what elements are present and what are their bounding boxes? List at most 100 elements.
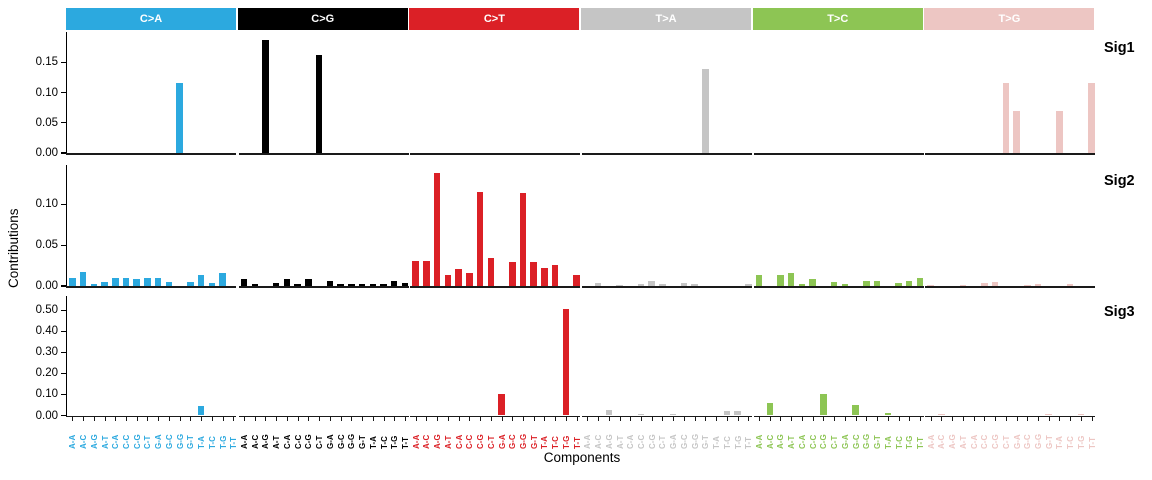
x-tick-T>A-G-A: [673, 417, 675, 421]
x-label-C>T-T-T: T-T: [572, 437, 582, 449]
x-axis-line-Sig3-C>G: [238, 415, 409, 417]
bar-Sig2-T>A-A-C: [594, 282, 602, 286]
y-tick-label-Sig3: 0.40: [35, 325, 58, 338]
x-label-C>A-C-G: C-G: [132, 434, 142, 449]
x-axis-line-Sig1-C>G: [238, 153, 409, 155]
x-axis-line-Sig1-T>G: [925, 153, 1096, 155]
x-tick-T>G-A-G: [952, 417, 954, 421]
x-label-T>A-C-C: C-C: [637, 434, 646, 449]
bar-Sig3-T>C-G-C: [852, 404, 859, 416]
x-label-T>G-G-A: G-A: [1012, 434, 1022, 449]
x-tick-C>G-C-T: [319, 417, 321, 421]
bar-Sig3-T>C-C-G: [820, 394, 827, 416]
x-label-T>C-G-C: G-C: [851, 434, 861, 449]
x-label-T>G-A-C: A-C: [937, 434, 947, 449]
mutation-type-band-C>T: C>T: [409, 8, 580, 30]
bar-Sig2-C>G-T-A: [369, 284, 377, 286]
y-tick-label-Sig3: 0.10: [35, 388, 58, 401]
y-tick-Sig3: [61, 372, 66, 374]
bar-Sig2-C>G-C-G: [305, 278, 312, 286]
x-tick-T>A-G-C: [683, 417, 685, 421]
x-tick-C>G-T-G: [394, 417, 396, 421]
bar-Sig1-T>G-T-T: [1088, 83, 1095, 153]
bar-Sig2-C>G-T-G: [390, 281, 398, 286]
x-tick-T>C-A-A: [759, 417, 761, 421]
x-tick-C>G-C-A: [286, 417, 288, 421]
x-label-T>C-G-G: G-G: [862, 433, 872, 449]
bar-Sig2-C>T-C-A: [455, 268, 462, 286]
x-tick-C>G-G-G: [351, 417, 353, 421]
x-tick-C>T-T-T: [576, 417, 578, 421]
x-label-T>C-T-A: T-A: [883, 436, 893, 449]
bar-Sig2-T>C-A-A: [755, 275, 763, 286]
x-axis-line-Sig2-T>C: [753, 286, 924, 288]
x-label-C>A-C-T: C-T: [143, 435, 153, 449]
x-tick-C>T-G-C: [512, 417, 514, 421]
x-label-C>A-T-G: T-G: [218, 435, 228, 449]
bar-Sig3-C>T-G-A: [498, 394, 505, 416]
bar-Sig2-C>T-G-C: [509, 262, 516, 286]
x-label-T>G-T-C: T-C: [1066, 436, 1076, 449]
bar-Sig3-T>G-T-G: [1077, 414, 1085, 416]
x-tick-C>A-A-G: [93, 417, 95, 421]
y-tick-Sig2: [61, 285, 66, 287]
bar-Sig1-C>G-A-G: [262, 39, 269, 153]
x-label-T>G-A-T: A-T: [958, 435, 968, 449]
x-label-T>A-A-T: A-T: [615, 435, 625, 449]
bar-Sig2-C>G-A-C: [251, 284, 258, 286]
bar-Sig2-T>A-C-T: [659, 284, 666, 286]
mutation-type-band-C>A: C>A: [66, 8, 237, 30]
x-tick-T>A-A-A: [587, 417, 589, 421]
x-tick-T>C-C-A: [801, 417, 803, 421]
x-tick-C>T-G-A: [501, 417, 503, 421]
x-tick-C>A-T-G: [222, 417, 224, 421]
signature-label-Sig3: Sig3: [1104, 304, 1135, 320]
y-tick-Sig1: [61, 152, 66, 154]
x-tick-T>A-C-T: [662, 417, 664, 421]
bar-Sig2-C>A-T-C: [208, 282, 216, 286]
x-tick-T>G-C-C: [984, 417, 986, 421]
x-tick-C>G-T-T: [404, 417, 406, 421]
x-axis-line-Sig2-C>A: [65, 286, 236, 288]
x-label-T>A-A-G: A-G: [604, 434, 614, 449]
bar-Sig2-C>A-G-T: [187, 281, 194, 286]
x-tick-T>G-T-C: [1070, 417, 1072, 421]
x-tick-C>G-T-C: [383, 417, 385, 421]
x-tick-T>A-T-G: [737, 417, 739, 421]
bar-Sig2-T>G-G-C: [1024, 285, 1031, 286]
signature-label-Sig1: Sig1: [1104, 40, 1135, 56]
bar-Sig2-T>A-G-G: [691, 284, 698, 286]
x-tick-T>A-A-T: [619, 417, 621, 421]
y-tick-Sig3: [61, 309, 66, 311]
x-tick-T>A-G-G: [694, 417, 696, 421]
y-axis-line-Sig3: [65, 296, 67, 417]
x-label-C>A-G-G: G-G: [175, 433, 185, 449]
x-tick-T>G-A-A: [930, 417, 932, 421]
x-label-C>A-G-C: G-C: [164, 434, 174, 449]
x-label-T>A-T-C: T-C: [722, 436, 732, 449]
x-axis-line-Sig1-T>C: [753, 153, 924, 155]
mutation-type-band-T>C: T>C: [752, 8, 923, 30]
x-tick-T>C-A-T: [791, 417, 793, 421]
bar-Sig2-C>G-C-A: [283, 279, 291, 286]
bar-Sig2-C>A-A-C: [79, 272, 87, 286]
y-tick-label-Sig3: 0.00: [35, 409, 58, 422]
x-label-C>G-G-G: G-G: [347, 433, 357, 449]
x-tick-C>A-G-C: [168, 417, 170, 421]
bar-Sig2-C>G-T-T: [401, 282, 409, 286]
x-axis-line-Sig3-C>T: [410, 415, 581, 417]
x-label-T>G-A-G: A-G: [948, 434, 958, 449]
x-label-C>G-C-G: C-G: [304, 434, 314, 449]
x-tick-C>T-A-C: [426, 417, 428, 421]
x-tick-C>G-A-C: [254, 417, 256, 421]
x-tick-T>G-G-G: [1037, 417, 1039, 421]
x-tick-C>T-A-T: [447, 417, 449, 421]
bar-Sig3-T>G-G-T: [1045, 414, 1052, 416]
y-tick-Sig1: [61, 61, 66, 63]
bar-Sig2-T>C-C-C: [809, 279, 816, 286]
x-label-T>C-C-G: C-G: [819, 434, 829, 449]
x-tick-T>G-C-T: [1005, 417, 1007, 421]
x-label-C>G-C-A: C-A: [282, 434, 292, 449]
x-tick-C>A-T-T: [233, 417, 235, 421]
